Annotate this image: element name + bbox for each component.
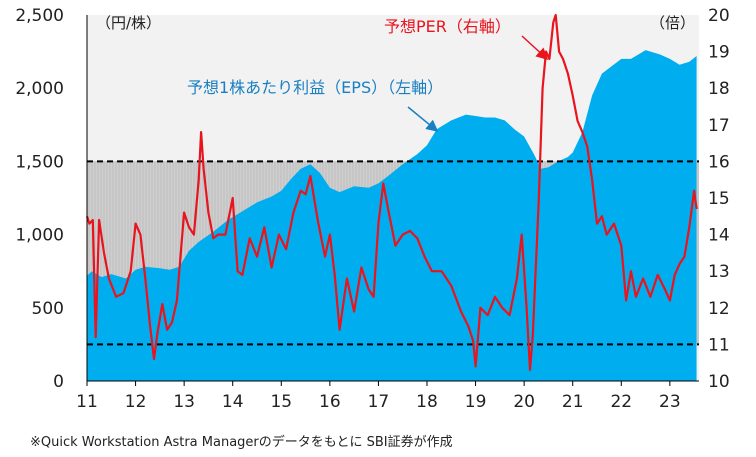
x-tick-label-16: 16 [319, 392, 341, 412]
y-right-tick-15: 15 [708, 189, 730, 209]
annotation-arrows [86, 15, 699, 382]
x-tick-label-17: 17 [368, 392, 390, 412]
per-line [85, 13, 698, 372]
y-left-tick-500: 500 [32, 299, 64, 319]
y-left-tick-0: 0 [53, 372, 64, 392]
per-line-layer [85, 13, 698, 372]
y-right-tick-14: 14 [708, 226, 730, 246]
y-left-tick-1000: 1,000 [15, 226, 64, 246]
y-left-tick-2000: 2,000 [15, 79, 64, 99]
y-right-tick-10: 10 [708, 372, 730, 392]
y-right-tick-20: 20 [708, 6, 730, 26]
reference-lines [87, 160, 699, 346]
x-tick-label-20: 20 [513, 392, 535, 412]
y-left-axis-ticks: 0 500 1,000 1,500 2,000 2,500 [15, 6, 64, 392]
eps-area-layer [87, 50, 697, 381]
x-tick-label-14: 14 [222, 392, 244, 412]
eps-annotation: 予想1株あたり利益（EPS）（左軸） [187, 78, 443, 97]
y-right-tick-12: 12 [708, 299, 730, 319]
eps-arrow [407, 106, 439, 132]
y-right-axis-ticks: 10 11 12 13 14 15 16 17 18 19 20 [708, 6, 730, 392]
x-tick-label-12: 12 [125, 392, 147, 412]
eps-area [87, 50, 697, 381]
y-right-tick-19: 19 [708, 43, 730, 63]
y-right-tick-13: 13 [708, 262, 730, 282]
x-tick-label-19: 19 [465, 392, 487, 412]
y-right-tick-17: 17 [708, 116, 730, 136]
y-right-unit: （倍） [650, 14, 695, 32]
y-right-tick-18: 18 [708, 79, 730, 99]
y-left-tick-2500: 2,500 [15, 6, 64, 26]
x-tick-label-18: 18 [416, 392, 438, 412]
per-annotation: 予想PER（右軸） [384, 17, 511, 36]
y-right-tick-16: 16 [708, 152, 730, 172]
x-tick-label-15: 15 [270, 392, 292, 412]
x-tick-label-21: 21 [562, 392, 584, 412]
per-arrow [521, 35, 549, 61]
source-footnote: ※Quick Workstation Astra Managerのデータをもとに… [30, 435, 453, 450]
y-left-tick-1500: 1,500 [15, 152, 64, 172]
y-right-tick-11: 11 [708, 335, 730, 355]
y-left-unit: （円/株） [96, 14, 161, 32]
x-tick-label-11: 11 [76, 392, 98, 412]
x-tick-label-23: 23 [659, 392, 681, 412]
x-tick-label-13: 13 [173, 392, 195, 412]
x-tick-label-22: 22 [610, 392, 632, 412]
x-axis-ticks: 11 12 13 14 15 16 17 18 19 20 21 22 23 [76, 381, 681, 412]
